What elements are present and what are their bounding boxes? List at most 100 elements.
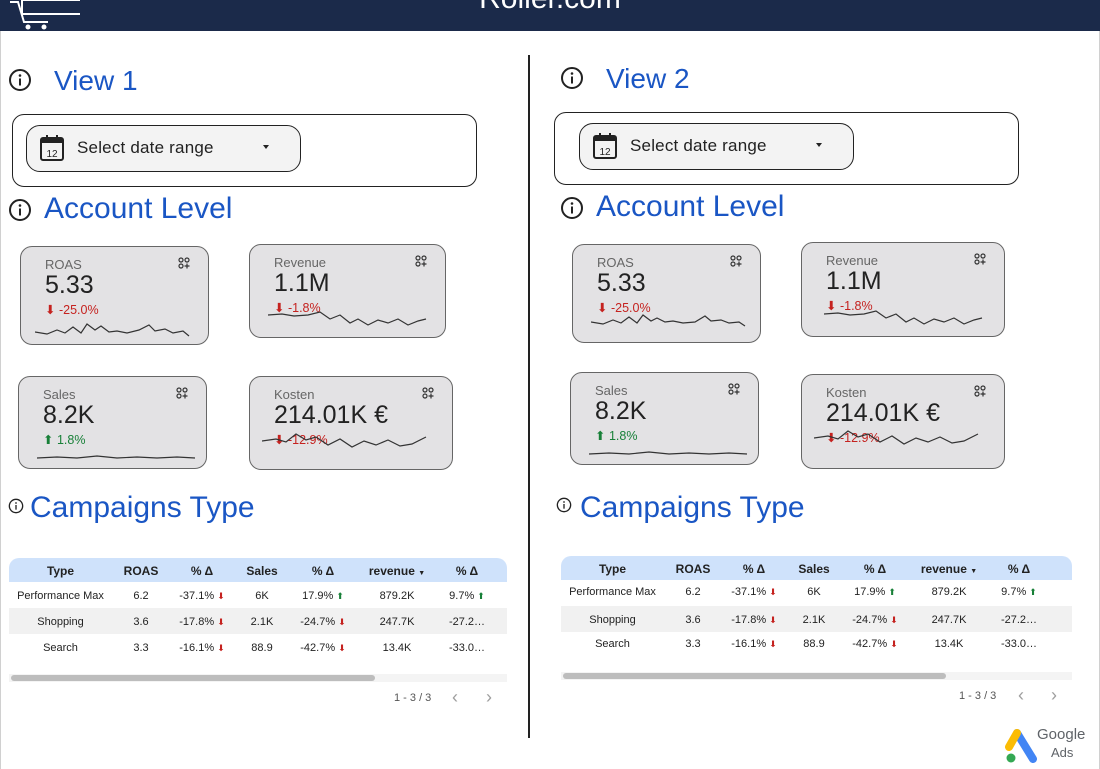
- svg-text:12: 12: [599, 147, 611, 158]
- kpi-card-revenue[interactable]: Revenue 1.1M ⬇ -1.8%: [801, 242, 1005, 337]
- scrollbar-thumb[interactable]: [11, 675, 375, 681]
- info-icon[interactable]: [556, 497, 572, 513]
- chevron-left-icon[interactable]: ‹: [452, 687, 458, 707]
- date-range-label: Select date range: [630, 136, 767, 155]
- metric-options-icon[interactable]: [178, 257, 190, 269]
- cell-type: Shopping: [37, 616, 84, 628]
- kpi-card-sales[interactable]: Sales 8.2K ⬆ 1.8%: [570, 372, 759, 465]
- scrollbar-thumb[interactable]: [563, 673, 946, 679]
- kpi-delta: ⬇ -1.8%: [274, 301, 321, 315]
- section-title-account-level: Account Level: [596, 190, 785, 223]
- kpi-value: 5.33: [597, 269, 646, 297]
- table-row[interactable]: Shopping 3.6 -17.8% ⬇ 2.1K -24.7% ⬇ 247.…: [9, 608, 507, 634]
- view-panel-2: View 2 12 Select date range Account Leve…: [552, 0, 1100, 769]
- cell-sales: 6K: [807, 586, 821, 598]
- view-divider: [528, 55, 530, 738]
- cell-revenue-delta: 9.7% ⬆: [1001, 586, 1037, 598]
- table-row[interactable]: Performance Max 6.2 -37.1% ⬇ 6K 17.9% ⬆ …: [9, 582, 507, 608]
- kpi-value: 214.01K €: [826, 399, 940, 427]
- kpi-value: 8.2K: [595, 397, 647, 425]
- sort-desc-icon: ▼: [418, 570, 426, 577]
- metric-options-icon[interactable]: [974, 253, 986, 265]
- column-header-sorted[interactable]: revenue ▼: [920, 562, 978, 576]
- metric-options-icon[interactable]: [415, 255, 427, 267]
- dropdown-caret-icon: [263, 145, 269, 149]
- cell-roas: 3.3: [133, 642, 149, 654]
- date-range-selector[interactable]: 12 Select date range: [579, 123, 854, 170]
- info-icon[interactable]: [8, 498, 24, 514]
- kpi-label: Sales: [595, 383, 628, 398]
- cell-roas: 3.6: [685, 614, 701, 626]
- cell-revenue: 13.4K: [382, 642, 412, 654]
- column-header[interactable]: % Δ: [190, 564, 214, 578]
- column-header[interactable]: % Δ: [1007, 562, 1031, 576]
- cell-sales-delta: -42.7% ⬇: [852, 638, 898, 650]
- column-header[interactable]: Type: [598, 562, 627, 576]
- view-panel-1: View 1 12 Select date range Account Leve…: [0, 0, 549, 769]
- cell-roas-delta: -17.8% ⬇: [731, 614, 777, 626]
- horizontal-scrollbar[interactable]: [9, 674, 507, 682]
- chevron-right-icon[interactable]: ›: [1051, 685, 1057, 705]
- table-row[interactable]: Shopping 3.6 -17.8% ⬇ 2.1K -24.7% ⬇ 247.…: [561, 606, 1072, 632]
- kpi-card-kosten[interactable]: Kosten 214.01K € ⬇ -12.9%: [249, 376, 453, 470]
- kpi-card-revenue[interactable]: Revenue 1.1M ⬇ -1.8%: [249, 244, 446, 338]
- column-header[interactable]: ROAS: [123, 564, 159, 578]
- date-range-selector[interactable]: 12 Select date range: [26, 125, 301, 172]
- cell-roas: 3.6: [133, 616, 149, 628]
- chevron-left-icon[interactable]: ‹: [1018, 685, 1024, 705]
- cell-revenue-delta: -33.0…: [448, 642, 486, 654]
- cell-roas: 6.2: [685, 586, 701, 598]
- chevron-right-icon[interactable]: ›: [486, 687, 492, 707]
- cell-roas: 6.2: [133, 590, 149, 602]
- table-header: Type ROAS % Δ Sales % Δ revenue ▼ % Δ: [561, 556, 1072, 580]
- kpi-delta: ⬆ 1.8%: [43, 433, 86, 447]
- cell-sales: 2.1K: [250, 616, 274, 628]
- date-range-container: 12 Select date range: [12, 114, 477, 187]
- info-icon[interactable]: [8, 198, 32, 222]
- page-border-left: [0, 31, 1, 769]
- table-row[interactable]: Search 3.3 -16.1% ⬇ 88.9 -42.7% ⬇ 13.4K …: [9, 634, 507, 660]
- kpi-label: Revenue: [826, 253, 879, 268]
- kpi-value: 8.2K: [43, 401, 95, 429]
- view-title: View 2: [606, 63, 690, 94]
- shopping-cart-icon: [10, 0, 80, 30]
- table-row[interactable]: Search 3.3 -16.1% ⬇ 88.9 -42.7% ⬇ 13.4K …: [561, 632, 1072, 658]
- kpi-card-roas[interactable]: ROAS 5.33 ⬇ -25.0%: [572, 244, 761, 343]
- info-icon[interactable]: [560, 66, 584, 90]
- info-icon[interactable]: [560, 196, 584, 220]
- sort-desc-icon: ▼: [970, 568, 978, 575]
- kpi-label: ROAS: [45, 257, 82, 272]
- cell-roas-delta: -37.1% ⬇: [179, 590, 225, 602]
- cell-sales: 6K: [255, 590, 269, 602]
- column-header[interactable]: Type: [46, 564, 75, 578]
- metric-options-icon[interactable]: [422, 387, 434, 399]
- info-icon[interactable]: [8, 68, 32, 92]
- metric-options-icon[interactable]: [728, 383, 740, 395]
- dropdown-caret-icon: [816, 143, 822, 147]
- cell-revenue: 13.4K: [934, 638, 964, 650]
- pagination-label: 1 - 3 / 3: [959, 690, 997, 702]
- kpi-card-kosten[interactable]: Kosten 214.01K € ⬇ -12.9%: [801, 374, 1005, 469]
- column-header[interactable]: Sales: [246, 564, 278, 578]
- column-header[interactable]: % Δ: [311, 564, 335, 578]
- kpi-card-sales[interactable]: Sales 8.2K ⬆ 1.8%: [18, 376, 207, 469]
- table-row[interactable]: Performance Max 6.2 -37.1% ⬇ 6K 17.9% ⬆ …: [561, 580, 1072, 606]
- column-header[interactable]: ROAS: [675, 562, 711, 576]
- cell-sales: 88.9: [251, 642, 273, 654]
- kpi-card-roas[interactable]: ROAS 5.33 ⬇ -25.0%: [20, 246, 209, 345]
- section-title-campaigns-type: Campaigns Type: [580, 491, 805, 524]
- metric-options-icon[interactable]: [730, 255, 742, 267]
- column-header[interactable]: Sales: [798, 562, 830, 576]
- top-header: Roller.com: [0, 0, 1100, 31]
- column-header-sorted[interactable]: revenue ▼: [368, 564, 426, 578]
- cell-sales: 2.1K: [802, 614, 826, 626]
- cell-revenue-delta: -33.0…: [1000, 638, 1038, 650]
- column-header[interactable]: % Δ: [455, 564, 479, 578]
- column-header[interactable]: % Δ: [863, 562, 887, 576]
- metric-options-icon[interactable]: [176, 387, 188, 399]
- column-header[interactable]: % Δ: [742, 562, 766, 576]
- horizontal-scrollbar[interactable]: [561, 672, 1072, 680]
- cell-revenue: 879.2K: [931, 586, 967, 598]
- metric-options-icon[interactable]: [974, 385, 986, 397]
- kpi-label: Sales: [43, 387, 76, 402]
